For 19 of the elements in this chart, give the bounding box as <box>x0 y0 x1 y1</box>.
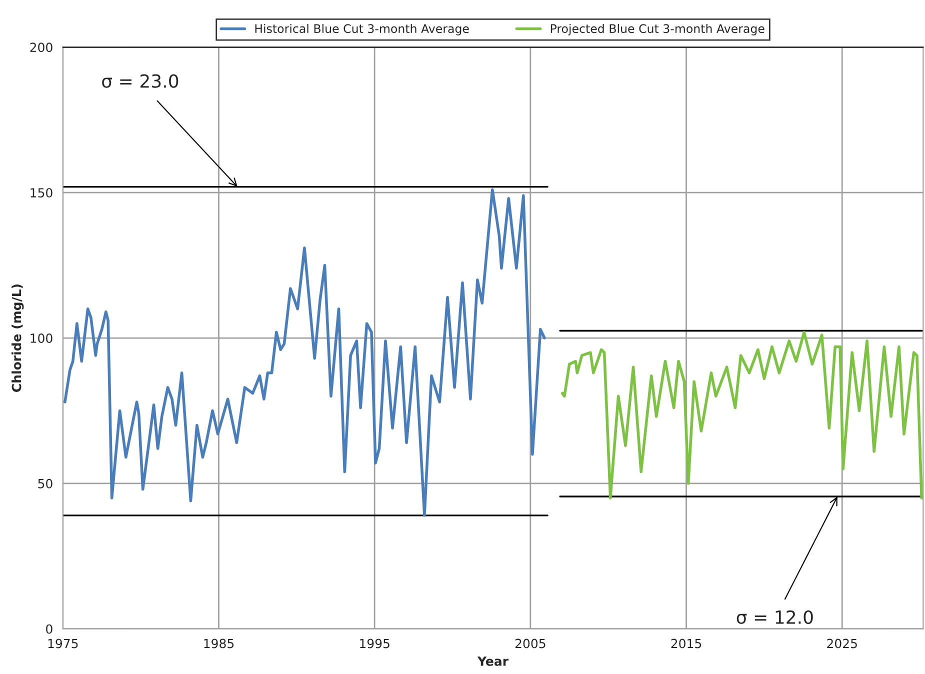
annotation: σ = 23.0 <box>102 74 178 88</box>
x-axis-title: Year <box>477 656 508 666</box>
legend-label: Historical Blue Cut 3-month Average <box>255 24 469 36</box>
annotation: σ = 12.0 <box>736 610 813 624</box>
x-tick-label: 1995 <box>360 638 390 648</box>
y-tick-label: 200 <box>30 42 52 52</box>
legend-label: Projected Blue Cut 3-month Average <box>550 24 764 36</box>
x-tick-label: 2025 <box>827 638 857 648</box>
line-series <box>560 330 923 500</box>
x-tick-label: 1985 <box>204 638 234 648</box>
y-tick-label: 0 <box>46 624 52 634</box>
x-tick-label: 2015 <box>671 638 702 648</box>
y-tick-label: 150 <box>30 188 52 198</box>
y-axis-title: Chloride (mg/L) <box>12 284 24 392</box>
y-tick-label: 50 <box>38 478 52 488</box>
x-tick-label: 1975 <box>48 638 78 648</box>
line-series <box>64 188 546 517</box>
x-tick-label: 2005 <box>515 638 546 648</box>
y-tick-label: 100 <box>30 333 52 343</box>
